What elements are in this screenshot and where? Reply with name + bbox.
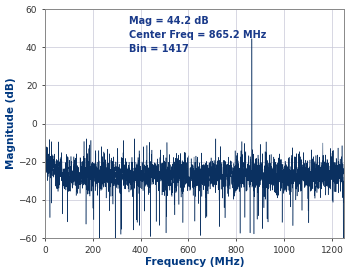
X-axis label: Frequency (MHz): Frequency (MHz): [145, 257, 244, 268]
Text: Mag = 44.2 dB
Center Freq = 865.2 MHz
Bin = 1417: Mag = 44.2 dB Center Freq = 865.2 MHz Bi…: [129, 16, 266, 54]
Y-axis label: Magnitude (dB): Magnitude (dB): [6, 78, 15, 169]
